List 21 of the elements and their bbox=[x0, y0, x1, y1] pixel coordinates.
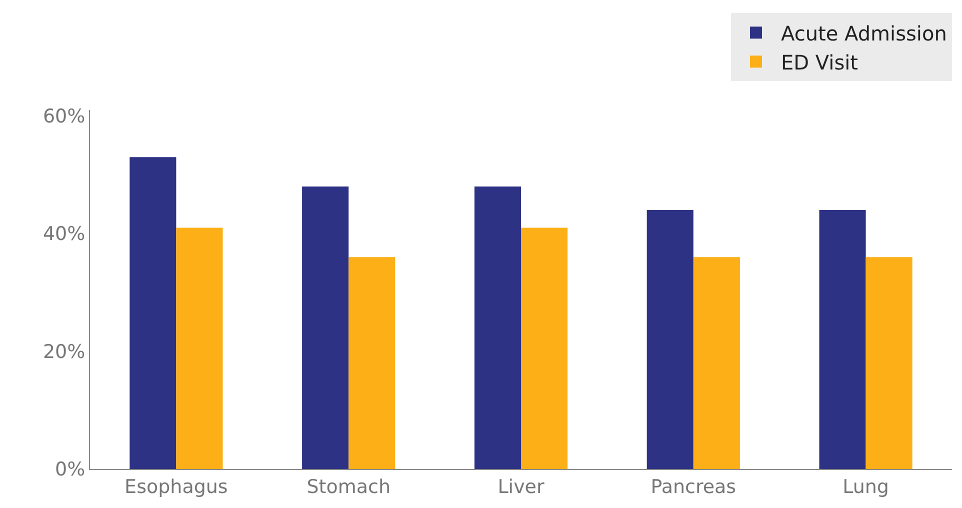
legend-label: Acute Admission bbox=[781, 21, 947, 46]
bar bbox=[521, 228, 568, 469]
bar bbox=[302, 186, 349, 469]
y-tick-label: 20% bbox=[42, 340, 86, 363]
x-tick-label: Lung bbox=[842, 476, 890, 498]
x-tick-label: Stomach bbox=[306, 476, 390, 498]
y-tick-label: 0% bbox=[55, 458, 86, 481]
y-tick-label: 40% bbox=[42, 223, 86, 246]
bar bbox=[866, 257, 912, 469]
bar bbox=[693, 257, 740, 469]
y-tick-label: 60% bbox=[42, 106, 86, 128]
bar bbox=[819, 210, 866, 469]
x-tick-label: Liver bbox=[498, 476, 544, 498]
bar bbox=[474, 186, 521, 469]
bar bbox=[348, 257, 396, 469]
x-tick-label: Esophagus bbox=[124, 476, 228, 498]
bar bbox=[176, 228, 223, 469]
x-tick-label: Pancreas bbox=[650, 476, 736, 498]
bar bbox=[646, 210, 694, 469]
legend-label: ED Visit bbox=[781, 50, 858, 74]
bar bbox=[130, 157, 176, 469]
